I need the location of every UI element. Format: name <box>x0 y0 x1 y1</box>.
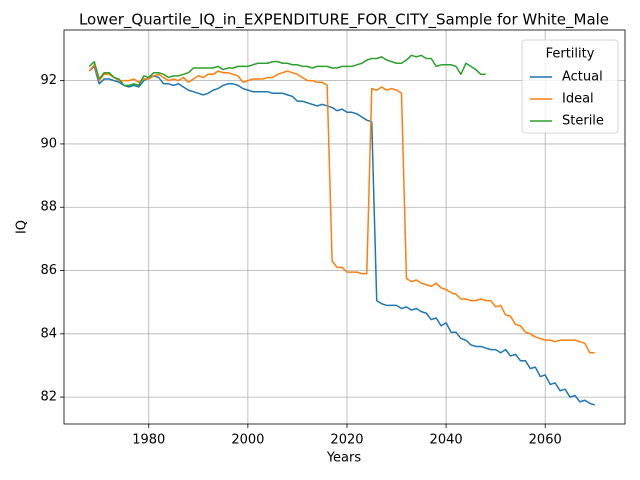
x-tick-label: 2000 <box>231 433 264 448</box>
ticks: 1980 2000 2020 2040 2060 82 84 86 88 90 92 <box>40 73 561 447</box>
series-line <box>88 64 595 354</box>
legend-label: Sterile <box>562 114 604 129</box>
legend-label: Ideal <box>562 92 594 107</box>
series-line <box>88 65 595 406</box>
legend-box <box>521 39 619 134</box>
x-axis-label: Years <box>326 451 362 466</box>
y-tick-label: 86 <box>40 263 57 278</box>
legend-label: Actual <box>562 70 603 85</box>
series-line <box>88 54 486 87</box>
chart-title: Lower_Quartile_IQ_in_EXPENDITURE_FOR_CIT… <box>79 11 609 30</box>
y-axis-label: IQ <box>15 220 30 234</box>
legend-title: Fertility <box>546 47 595 62</box>
y-tick-label: 84 <box>40 326 57 341</box>
plot-frame <box>63 29 626 425</box>
legend: Fertility Actual Ideal Sterile <box>521 39 619 134</box>
y-tick-label: 90 <box>40 136 57 151</box>
y-tick-label: 82 <box>40 390 57 405</box>
y-tick-label: 88 <box>40 200 57 215</box>
x-tick-label: 1980 <box>132 433 165 448</box>
lines <box>88 54 595 406</box>
y-tick-label: 92 <box>40 73 57 88</box>
x-tick-label: 2060 <box>529 433 562 448</box>
x-tick-label: 2040 <box>430 433 463 448</box>
x-tick-label: 2020 <box>330 433 363 448</box>
